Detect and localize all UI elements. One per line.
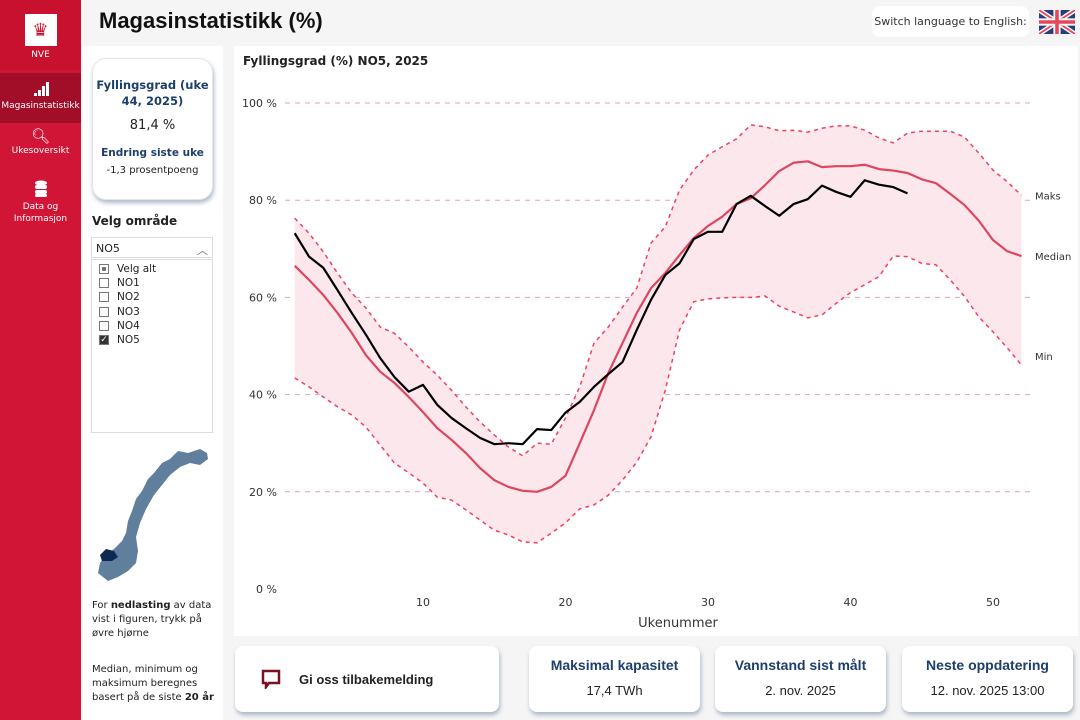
sidebar-item-data-og-informasjon[interactable]: Data og Informasjon xyxy=(0,180,81,230)
uk-flag-icon[interactable] xyxy=(1039,10,1075,34)
magnifier-pulse-icon: 🔍︎ xyxy=(30,127,51,145)
sidebar-item-ukesoversikt[interactable]: 🔍︎ Ukesoversikt xyxy=(0,127,81,170)
lion-crest-icon: ♛ xyxy=(24,14,57,46)
page-title: Magasinstatistikk (%) xyxy=(99,8,323,33)
area-options-list: Velg alt NO1 NO2 NO3 NO4 ✓ NO5 xyxy=(91,259,213,433)
note-text: av data vist i figuren, trykk på øvre hj… xyxy=(92,600,212,639)
option-label: NO1 xyxy=(117,277,140,290)
nve-logo[interactable]: ♛ NVE xyxy=(0,0,81,70)
y-tick-label: 40 % xyxy=(249,389,277,402)
area-dropdown[interactable]: NO5 ︿ xyxy=(91,237,213,258)
fill-level-value: 81,4 % xyxy=(129,118,176,133)
option-label: NO2 xyxy=(117,291,140,304)
series-line-2025[interactable] xyxy=(293,179,908,446)
option-no3[interactable]: NO3 xyxy=(92,305,212,319)
checkbox-partial-icon[interactable] xyxy=(99,264,109,275)
series-line-min[interactable] xyxy=(294,255,1023,544)
option-no2[interactable]: NO2 xyxy=(92,290,212,304)
note-text: Median, minimum og maksimum beregnes bas… xyxy=(92,664,198,703)
change-value: -1,3 prosentpoeng xyxy=(106,165,199,176)
note-text: For xyxy=(92,600,111,611)
x-axis-label: Ukenummer xyxy=(638,616,718,631)
measured-label: Vannstand sist målt xyxy=(734,657,867,673)
x-tick-label: 40 xyxy=(844,596,858,609)
download-note: For nedlasting av data vist i figuren, t… xyxy=(92,599,217,641)
speech-bubble-icon xyxy=(261,669,281,689)
option-label: NO4 xyxy=(117,319,140,332)
next-update-card: Neste oppdatering 12. nov. 2025 13:00 xyxy=(902,646,1073,712)
capacity-label: Maksimal kapasitet xyxy=(550,657,679,673)
next-update-value: 12. nov. 2025 13:00 xyxy=(930,683,1045,698)
option-label: NO5 xyxy=(117,334,140,347)
x-tick-label: 50 xyxy=(986,596,1000,609)
measured-value: 2. nov. 2025 xyxy=(765,683,836,698)
checkbox-icon[interactable] xyxy=(99,320,109,331)
capacity-card: Maksimal kapasitet 17,4 TWh xyxy=(529,646,700,712)
option-no4[interactable]: NO4 xyxy=(92,319,212,333)
fill-level-heading: Fyllingsgrad (uke 44, 2025) xyxy=(96,78,209,108)
area-filter-label: Velg område xyxy=(92,214,178,228)
series-line-median[interactable] xyxy=(293,160,1022,493)
sidebar: ♛ NVE Magasinstatistikk 🔍︎ Ukesoversikt … xyxy=(0,0,81,720)
option-no1[interactable]: NO1 xyxy=(92,276,212,290)
x-tick-label: 20 xyxy=(559,596,573,609)
switch-language-button[interactable]: Switch language to English: xyxy=(872,6,1029,37)
checkbox-checked-icon[interactable]: ✓ xyxy=(99,335,109,346)
checkbox-icon[interactable] xyxy=(99,306,109,317)
sidebar-item-label: Ukesoversikt xyxy=(11,146,70,156)
checkbox-icon[interactable] xyxy=(99,292,109,303)
feedback-label: Gi oss tilbakemelding xyxy=(299,671,434,687)
note-bold: nedlasting xyxy=(110,600,171,611)
series-label: Maks xyxy=(1035,191,1061,202)
no5-region[interactable] xyxy=(100,549,118,561)
y-tick-label: 20 % xyxy=(249,486,277,499)
bar-signal-icon xyxy=(33,82,49,96)
area-dropdown-value: NO5 xyxy=(96,242,120,255)
y-tick-label: 0 % xyxy=(256,583,277,596)
series-label: Min xyxy=(1035,352,1053,363)
capacity-value: 17,4 TWh xyxy=(586,683,643,698)
series-label: Median xyxy=(1035,252,1071,263)
chart-title: Fyllingsgrad (%) NO5, 2025 xyxy=(243,54,429,68)
y-tick-label: 80 % xyxy=(249,194,277,207)
sidebar-item-label: Data og Informasjon xyxy=(13,202,68,224)
database-icon xyxy=(34,180,47,197)
y-tick-label: 100 % xyxy=(242,97,277,110)
y-tick-label: 60 % xyxy=(249,291,277,304)
change-heading: Endring siste uke xyxy=(101,147,204,159)
measured-card: Vannstand sist målt 2. nov. 2025 xyxy=(715,646,886,712)
checkbox-icon[interactable] xyxy=(99,278,109,289)
option-label: NO3 xyxy=(117,305,140,318)
logo-text: NVE xyxy=(31,50,50,60)
series-line-maks[interactable] xyxy=(294,124,1023,457)
x-tick-label: 30 xyxy=(701,596,715,609)
option-velg-alt[interactable]: Velg alt xyxy=(92,262,212,276)
chevron-up-icon: ︿ xyxy=(197,244,208,257)
option-no5[interactable]: ✓ NO5 xyxy=(92,333,212,347)
next-update-label: Neste oppdatering xyxy=(926,657,1049,673)
norway-map[interactable] xyxy=(92,445,212,585)
min-max-band xyxy=(294,124,1022,543)
stats-note: Median, minimum og maksimum beregnes bas… xyxy=(92,663,217,705)
sidebar-item-magasinstatistikk[interactable]: Magasinstatistikk xyxy=(0,73,81,123)
x-tick-label: 10 xyxy=(416,596,430,609)
feedback-button[interactable]: Gi oss tilbakemelding xyxy=(235,646,499,712)
sidebar-item-label: Magasinstatistikk xyxy=(1,101,80,111)
option-label: Velg alt xyxy=(117,263,157,276)
note-bold: 20 år xyxy=(184,692,214,703)
fill-level-card: Fyllingsgrad (uke 44, 2025) 81,4 % Endri… xyxy=(92,58,213,200)
